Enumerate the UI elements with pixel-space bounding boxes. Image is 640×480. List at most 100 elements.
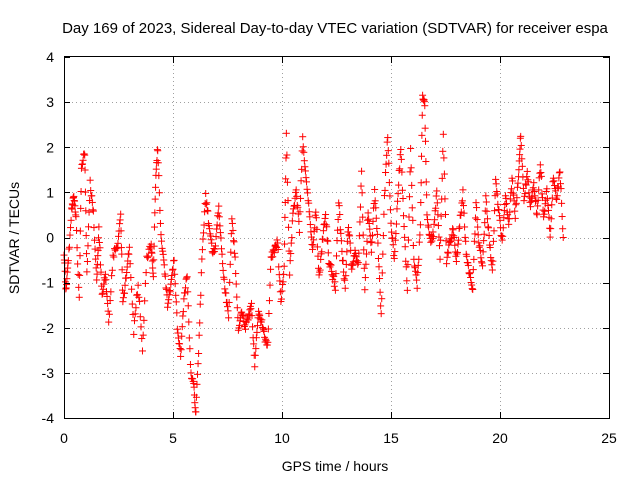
data-point bbox=[413, 284, 421, 292]
data-point bbox=[555, 169, 563, 177]
data-point bbox=[81, 151, 89, 159]
data-point bbox=[352, 253, 360, 261]
data-point bbox=[248, 312, 256, 320]
data-point bbox=[484, 223, 492, 231]
data-point bbox=[376, 275, 384, 283]
data-point bbox=[66, 231, 74, 239]
data-point bbox=[353, 257, 361, 265]
data-point bbox=[413, 276, 421, 284]
data-point bbox=[316, 266, 324, 274]
data-point bbox=[259, 326, 267, 334]
data-point bbox=[480, 237, 488, 245]
data-point bbox=[439, 130, 447, 138]
data-points bbox=[60, 91, 567, 416]
data-point bbox=[417, 179, 425, 187]
data-point bbox=[435, 233, 443, 241]
data-point bbox=[282, 129, 290, 137]
data-point bbox=[177, 346, 185, 354]
data-point bbox=[87, 187, 95, 195]
data-point bbox=[76, 227, 84, 235]
data-point bbox=[328, 271, 336, 279]
grid-lines bbox=[64, 57, 609, 418]
data-point bbox=[377, 310, 385, 318]
y-tick-labels: -4 -3 -2 -1 0 1 2 3 4 bbox=[42, 49, 55, 426]
data-point bbox=[388, 228, 396, 236]
data-point bbox=[98, 290, 106, 298]
data-point bbox=[339, 256, 347, 264]
data-point bbox=[215, 202, 223, 210]
data-point bbox=[485, 232, 493, 240]
data-point bbox=[489, 237, 497, 245]
data-point bbox=[86, 176, 94, 184]
data-point bbox=[368, 238, 376, 246]
data-point bbox=[172, 298, 180, 306]
data-point bbox=[440, 154, 448, 162]
data-point bbox=[437, 236, 445, 244]
data-point bbox=[523, 173, 531, 181]
data-point bbox=[123, 263, 131, 271]
data-point bbox=[507, 185, 515, 193]
data-point bbox=[297, 194, 305, 202]
data-point bbox=[93, 276, 101, 284]
data-point bbox=[178, 323, 186, 331]
data-point bbox=[200, 229, 208, 237]
data-point bbox=[132, 304, 140, 312]
data-point bbox=[275, 263, 283, 271]
data-point bbox=[204, 207, 212, 215]
data-point bbox=[130, 317, 138, 325]
data-point bbox=[162, 284, 170, 292]
data-point bbox=[331, 278, 339, 286]
data-point bbox=[337, 229, 345, 237]
data-point bbox=[125, 243, 133, 251]
data-point bbox=[77, 204, 85, 212]
data-point bbox=[150, 223, 158, 231]
data-point bbox=[233, 304, 241, 312]
data-point bbox=[150, 242, 158, 250]
data-point bbox=[345, 231, 353, 239]
data-point bbox=[416, 221, 424, 229]
data-point bbox=[286, 271, 294, 279]
data-point bbox=[432, 204, 440, 212]
data-point bbox=[359, 231, 367, 239]
data-point bbox=[224, 307, 232, 315]
data-point bbox=[343, 248, 351, 256]
data-point bbox=[378, 269, 386, 277]
data-point bbox=[173, 325, 181, 333]
data-point bbox=[464, 261, 472, 269]
data-point bbox=[253, 328, 261, 336]
data-point bbox=[531, 192, 539, 200]
data-point bbox=[194, 370, 202, 378]
data-point bbox=[349, 261, 357, 269]
data-point bbox=[274, 245, 282, 253]
data-point bbox=[138, 347, 146, 355]
data-point bbox=[443, 260, 451, 268]
data-point bbox=[328, 267, 336, 275]
data-point bbox=[249, 323, 257, 331]
data-point bbox=[97, 261, 105, 269]
data-point bbox=[317, 255, 325, 263]
data-point bbox=[65, 243, 73, 251]
data-point bbox=[80, 150, 88, 158]
x-axis-label: GPS time / hours bbox=[282, 458, 389, 474]
data-point bbox=[273, 236, 281, 244]
data-point bbox=[392, 220, 400, 228]
data-point bbox=[118, 266, 126, 274]
data-point bbox=[361, 286, 369, 294]
data-point bbox=[540, 210, 548, 218]
data-point bbox=[548, 201, 556, 209]
data-point bbox=[537, 169, 545, 177]
data-point bbox=[228, 219, 236, 227]
y-tick-label: 0 bbox=[46, 230, 54, 246]
data-point bbox=[355, 249, 363, 257]
data-point bbox=[100, 280, 108, 288]
data-point bbox=[373, 224, 381, 232]
data-point bbox=[501, 201, 509, 209]
data-point bbox=[490, 227, 498, 235]
data-point bbox=[459, 186, 467, 194]
data-point bbox=[480, 230, 488, 238]
data-point bbox=[445, 239, 453, 247]
data-point bbox=[394, 190, 402, 198]
data-point bbox=[471, 214, 479, 222]
data-point bbox=[365, 219, 373, 227]
